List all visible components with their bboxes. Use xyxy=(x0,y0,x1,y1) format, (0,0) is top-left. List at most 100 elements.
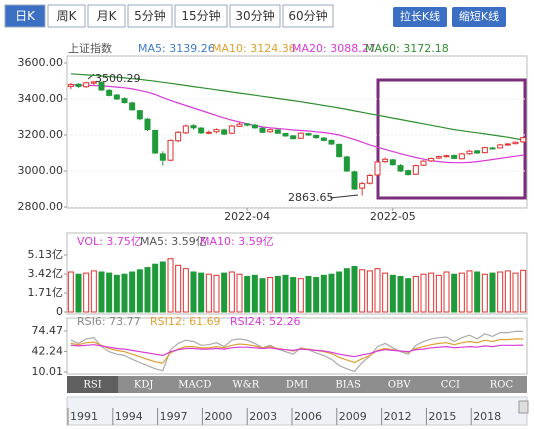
candle-body xyxy=(343,156,350,172)
rsi-line xyxy=(70,330,524,373)
timeline-label: 2006 xyxy=(294,410,322,423)
timeline-handle[interactable] xyxy=(518,400,529,414)
zoom-button[interactable] xyxy=(393,7,447,27)
zoom-button-label[interactable]: 拉长K线 xyxy=(400,9,440,23)
candle-body xyxy=(351,171,358,190)
volume-bar xyxy=(175,264,182,313)
volume-bar xyxy=(251,274,258,313)
candle-body xyxy=(405,170,412,176)
timeline-label: 2009 xyxy=(339,410,367,423)
volume-bar xyxy=(152,263,159,313)
period-tab-label[interactable]: 周K xyxy=(57,9,78,23)
volume-bar xyxy=(190,271,197,313)
candle-body xyxy=(67,84,74,87)
period-tab[interactable] xyxy=(4,4,46,28)
volume-bar xyxy=(83,272,90,313)
period-tab[interactable] xyxy=(47,4,86,28)
candle-body xyxy=(481,147,488,154)
volume-bar xyxy=(497,271,504,313)
indicator-tab-label[interactable]: RSI xyxy=(83,380,101,391)
candle-body xyxy=(198,127,205,134)
volume-bar xyxy=(397,275,404,313)
volume-bar xyxy=(121,273,128,313)
period-tab-label[interactable]: 15分钟 xyxy=(181,8,220,23)
zoom-button-label[interactable]: 缩短K线 xyxy=(459,9,499,23)
candle-body xyxy=(251,124,258,129)
period-tab[interactable] xyxy=(282,4,334,28)
candle-body xyxy=(282,133,289,137)
timeline-label: 1997 xyxy=(160,410,188,423)
candle-body xyxy=(167,139,174,161)
period-tab-label[interactable]: 月K xyxy=(97,9,118,23)
indicator-tab-label[interactable]: KDJ xyxy=(134,380,154,391)
volume-bar xyxy=(481,273,488,313)
volume-bar xyxy=(106,272,113,313)
period-tab-label[interactable]: 5分钟 xyxy=(134,8,166,23)
y-tick-label: 5.13亿 xyxy=(28,248,64,261)
candle-body xyxy=(313,134,320,139)
volume-bar xyxy=(98,271,105,313)
candle-body xyxy=(236,123,243,127)
legend-label: MA60: 3172.18 xyxy=(365,42,449,55)
candle-body xyxy=(420,160,427,166)
volume-bar xyxy=(389,274,396,313)
indicator-bar xyxy=(67,376,527,393)
timeline-label: 2003 xyxy=(249,410,277,423)
candle-body xyxy=(451,155,458,159)
indicator-tab-label[interactable]: MACD xyxy=(178,380,211,391)
period-tab-label[interactable]: 日K xyxy=(15,9,36,23)
volume-bar xyxy=(359,269,366,313)
indicator-tab-label[interactable]: BIAS xyxy=(335,380,361,391)
indicator-tab-label[interactable]: DMI xyxy=(286,380,308,391)
y-tick-label: 3200.00 xyxy=(18,128,64,141)
candle-body xyxy=(474,150,481,154)
period-tab[interactable] xyxy=(87,4,126,28)
indicator-tab-label[interactable]: CCI xyxy=(441,380,460,391)
candle-body xyxy=(497,144,504,149)
x-tick-label: 2022-05 xyxy=(370,210,416,223)
indicator-tab-label[interactable]: W&R xyxy=(233,380,260,391)
period-tab[interactable] xyxy=(127,4,173,28)
volume-bar xyxy=(159,261,166,313)
zoom-button[interactable] xyxy=(452,7,506,27)
volume-bar xyxy=(75,273,82,313)
candle-body xyxy=(489,147,496,150)
volume-bar xyxy=(213,274,220,313)
indicator-tab-label[interactable]: ROC xyxy=(490,380,514,391)
candle-body xyxy=(182,125,189,134)
volume-bar xyxy=(290,277,297,313)
volume-bar xyxy=(320,274,327,313)
volume-bar xyxy=(458,272,465,313)
candle-body xyxy=(466,150,473,155)
volume-bar xyxy=(520,269,527,313)
candle-body xyxy=(274,129,281,134)
annotation: 3500.29 xyxy=(95,72,141,85)
volume-bar xyxy=(504,270,511,313)
candle-body xyxy=(244,123,251,126)
period-tab[interactable] xyxy=(229,4,281,28)
volume-bar xyxy=(374,268,381,313)
candle-body xyxy=(412,165,419,175)
y-tick-label: 42.24 xyxy=(32,345,64,358)
volume-bar xyxy=(512,272,519,313)
volume-bar xyxy=(466,270,473,313)
volume-bar xyxy=(412,275,419,313)
timeline-bar xyxy=(66,396,528,426)
volume-bar xyxy=(221,272,228,313)
volume-bar xyxy=(267,277,274,313)
timeline-label: 2012 xyxy=(384,410,412,423)
legend-label: MA5: 3139.26 xyxy=(138,42,215,55)
indicator-tab-label[interactable]: OBV xyxy=(388,380,412,391)
volume-bar xyxy=(236,273,243,313)
candle-body xyxy=(205,131,212,134)
volume-bar xyxy=(228,271,235,313)
period-tab[interactable] xyxy=(174,4,228,28)
indicator-tab-active[interactable] xyxy=(67,376,119,393)
period-tab-label[interactable]: 60分钟 xyxy=(288,8,327,23)
legend-label: MA10: 3124.36 xyxy=(212,42,296,55)
y-tick-label: 0 xyxy=(56,305,63,318)
period-tab-label[interactable]: 30分钟 xyxy=(235,8,274,23)
candle-body xyxy=(121,98,128,104)
price-frame xyxy=(66,55,528,209)
volume-bar xyxy=(67,271,74,313)
